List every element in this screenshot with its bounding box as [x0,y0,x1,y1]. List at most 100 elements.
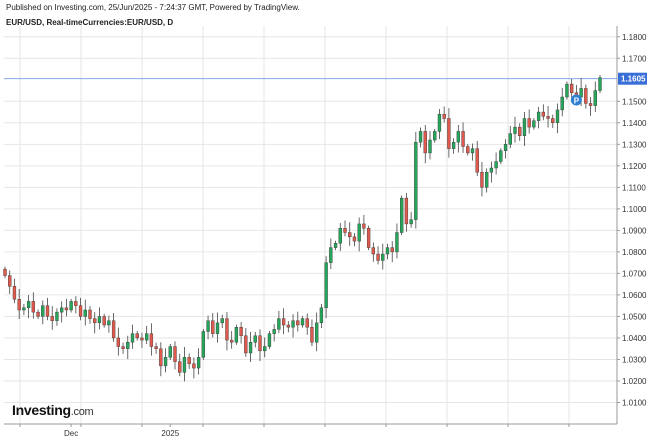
candle-body [565,83,569,98]
candle-body [456,131,460,143]
instrument-name: EUR/USD, Real-timeCurrencies:EUR/USD, D [6,18,174,27]
candle-body [409,219,413,225]
candle-body [522,118,527,136]
current-price-badge [618,72,647,85]
candle-body [22,307,26,311]
candle-body [570,83,574,93]
candle-body [41,305,45,317]
candle-body [196,357,201,369]
candle-body [414,141,418,220]
candle-body [116,337,120,347]
candle-body [230,339,234,343]
candle-body [88,309,92,319]
candle-body [178,361,182,373]
candle-body [343,228,347,233]
candle-body [352,236,357,242]
candle-body [527,118,531,128]
candle-body [286,324,290,328]
y-tick-label: 1.0200 [622,377,647,386]
candle-body [234,326,239,343]
marker-label: P [574,96,580,105]
logo-word: Investing [12,402,71,418]
candle-body [404,197,409,225]
candle-body [135,333,139,339]
y-tick-label: 1.1200 [622,162,647,171]
candle-body [50,316,54,321]
candle-body [470,148,475,154]
candle-body [598,77,602,91]
y-tick-label: 1.0300 [622,355,647,364]
candle-body [159,348,163,367]
candle-body [111,320,116,339]
candle-body [45,305,50,317]
candle-body [60,307,64,313]
candle-body [555,109,560,124]
candle-body [310,326,314,343]
candle-body [121,346,125,349]
candle-body [64,307,69,311]
candle-body [584,88,588,104]
candle-body [305,318,309,328]
candle-body [267,333,272,347]
candle-body [206,320,210,332]
candle-body [362,223,366,229]
candle-body [145,333,149,341]
y-tick-label: 1.1000 [622,205,647,214]
y-tick-label: 1.0100 [622,398,647,407]
candle-body [300,318,305,326]
logo-suffix: .com [70,406,94,418]
candle-body [277,318,281,330]
candle-body [593,90,597,106]
candle-body [154,346,158,349]
candle-body [163,357,168,367]
candle-body [126,342,130,349]
y-tick-label: 1.0400 [622,334,647,343]
candle-body [423,131,427,154]
candle-body [385,247,390,255]
candle-body [8,275,12,287]
y-tick-label: 1.1500 [622,97,647,106]
x-tick-label: Dec [64,429,78,438]
candle-body [102,316,106,326]
candle-body [130,333,135,343]
candle-body [437,114,442,132]
candle-body [489,167,494,173]
candle-body [69,301,73,311]
candle-body [263,346,267,352]
candle-body [466,146,470,154]
candle-body [418,131,423,143]
candle-body [366,228,371,248]
candle-body [560,96,564,111]
candle-body [461,131,465,147]
candle-body [211,320,215,334]
candle-body [182,357,187,373]
candle-body [248,342,253,354]
published-caption: Published on Investing.com, 25/Jun/2025 … [6,3,300,12]
candle-body [36,311,40,317]
candle-body [518,126,522,136]
candle-body [381,253,385,261]
y-tick-label: 1.1800 [622,33,647,42]
candle-body [433,131,437,141]
candle-body [588,103,593,106]
investing-logo[interactable]: Investing.com [12,402,94,418]
candle-body [17,299,21,311]
candle-body [532,120,536,128]
candle-body [78,305,83,317]
candle-body [74,301,78,306]
candle-body [220,318,224,324]
y-tick-label: 1.0800 [622,248,647,257]
candle-body [442,114,446,119]
candle-body [253,335,257,343]
candle-body [546,116,550,119]
candle-body [272,329,276,334]
candle-body [494,161,498,169]
candle-body [513,126,517,134]
candle-body [428,139,432,154]
candle-body [485,172,489,188]
y-tick-label: 1.0600 [622,291,647,300]
candle-body [400,197,404,233]
candle-body [244,335,248,354]
